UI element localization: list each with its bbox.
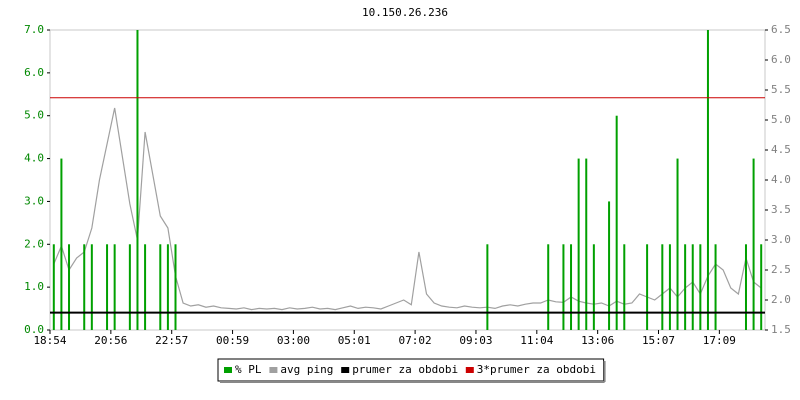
loss-bar xyxy=(577,158,580,330)
y2-tick-label: 1.5 xyxy=(771,323,791,336)
y2-tick-label: 3.5 xyxy=(771,203,791,216)
loss-bar xyxy=(684,244,687,330)
y2-tick-label: 6.0 xyxy=(771,53,791,66)
loss-bar xyxy=(166,244,169,330)
y-tick-label: 0.0 xyxy=(24,323,44,336)
loss-bar xyxy=(113,244,116,330)
y-tick-label: 6.0 xyxy=(24,66,44,79)
loss-bar xyxy=(592,244,595,330)
loss-bar xyxy=(106,244,109,330)
legend-label: prumer za obdobi xyxy=(352,363,458,376)
loss-bar xyxy=(661,244,664,330)
loss-bar xyxy=(676,158,679,330)
loss-bar xyxy=(562,244,565,330)
plot-frame xyxy=(49,29,766,331)
legend-swatch xyxy=(465,367,474,373)
y-tick-label: 7.0 xyxy=(24,23,44,36)
x-tick-label: 20:56 xyxy=(94,334,127,347)
x-tick-label: 03:00 xyxy=(277,334,310,347)
x-tick-label: 05:01 xyxy=(338,334,371,347)
loss-bar xyxy=(60,158,63,330)
loss-bar xyxy=(608,201,611,330)
y2-tick-label: 2.5 xyxy=(771,263,791,276)
loss-bar xyxy=(668,244,671,330)
y-tick-label: 5.0 xyxy=(24,109,44,122)
legend-label: % PL xyxy=(235,363,262,376)
loss-bar xyxy=(159,244,162,330)
legend-swatch xyxy=(269,367,278,373)
loss-bar xyxy=(68,244,71,330)
loss-bar xyxy=(714,244,717,330)
loss-bar xyxy=(83,244,86,330)
loss-bar xyxy=(623,244,626,330)
loss-bar xyxy=(174,244,177,330)
y2-tick-label: 2.0 xyxy=(771,293,791,306)
x-tick-label: 15:07 xyxy=(642,334,675,347)
loss-bar xyxy=(699,244,702,330)
y-tick-label: 2.0 xyxy=(24,237,44,250)
loss-bar xyxy=(128,244,131,330)
x-tick-label: 00:59 xyxy=(216,334,249,347)
y2-tick-label: 5.5 xyxy=(771,83,791,96)
legend-swatch xyxy=(224,367,232,373)
loss-bar xyxy=(547,244,550,330)
loss-bar xyxy=(691,244,694,330)
loss-bar xyxy=(615,115,618,330)
y2-tick-label: 4.5 xyxy=(771,143,791,156)
y2-tick-label: 6.5 xyxy=(771,23,791,36)
ping-line xyxy=(53,107,762,311)
y2-tick-label: 3.0 xyxy=(771,233,791,246)
loss-bar xyxy=(752,158,755,330)
y-tick-label: 3.0 xyxy=(24,194,44,207)
loss-bar xyxy=(486,244,489,330)
x-tick-label: 11:04 xyxy=(520,334,553,347)
x-tick-label: 18:54 xyxy=(33,334,66,347)
loss-bar xyxy=(144,244,147,330)
loss-bar xyxy=(585,158,588,330)
legend-label: avg ping xyxy=(280,363,333,376)
loss-bar xyxy=(760,244,763,330)
y2-tick-label: 5.0 xyxy=(771,113,791,126)
legend-label: 3*prumer za obdobi xyxy=(477,363,596,376)
x-tick-label: 13:06 xyxy=(581,334,614,347)
loss-bar xyxy=(90,244,93,330)
y-tick-label: 1.0 xyxy=(24,280,44,293)
y-tick-label: 4.0 xyxy=(24,152,44,165)
y2-tick-label: 4.0 xyxy=(771,173,791,186)
legend-swatch xyxy=(341,367,350,373)
x-tick-label: 17:09 xyxy=(703,334,736,347)
chart-title: 10.150.26.236 xyxy=(362,6,448,19)
loss-bar xyxy=(744,244,747,330)
loss-bar xyxy=(136,30,139,330)
x-tick-label: 07:02 xyxy=(399,334,432,347)
x-tick-label: 22:57 xyxy=(155,334,188,347)
x-tick-label: 09:03 xyxy=(459,334,492,347)
loss-bar xyxy=(52,244,55,330)
loss-bar xyxy=(646,244,649,330)
loss-bar xyxy=(570,244,573,330)
loss-bar xyxy=(706,30,709,330)
